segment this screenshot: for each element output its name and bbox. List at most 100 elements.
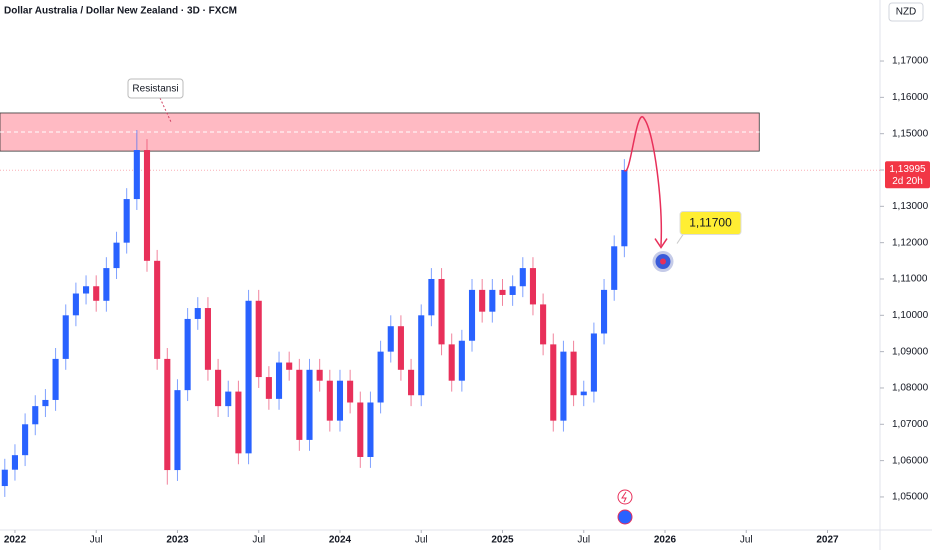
y-tick-label: 1,05000 [892, 492, 929, 503]
candle-body [113, 242, 120, 269]
candle-body [560, 351, 567, 421]
y-tick-label: 1,10000 [892, 310, 929, 321]
candle-body [590, 333, 597, 392]
candle-body [143, 150, 151, 261]
x-tick-label: 2027 [816, 535, 839, 546]
candle-body [296, 369, 303, 440]
plot: Resistansi 1,11700 [0, 78, 880, 497]
candle-body [336, 380, 344, 421]
x-tick-label: Jul [577, 535, 590, 546]
candle-body [133, 150, 140, 200]
y-tick-label: 1,06000 [892, 455, 929, 466]
candle-body [72, 293, 79, 316]
candle-body [275, 362, 283, 399]
candle-body [265, 377, 272, 399]
candle-body [387, 326, 394, 352]
chart-title: Dollar Australia / Dollar New Zealand · … [4, 6, 237, 17]
target-center [660, 258, 666, 265]
candle-body [22, 424, 29, 456]
x-tick-label: 2022 [4, 535, 27, 546]
y-tick-label: 1,09000 [892, 346, 929, 357]
annotation-box [127, 78, 184, 99]
price-tag-countdown: 2d 20h [892, 176, 923, 187]
candle-body [316, 369, 323, 381]
candle-body [286, 362, 293, 370]
y-tick-label: 1,16000 [892, 92, 929, 103]
candle-body [611, 246, 618, 290]
x-tick-label: 2026 [654, 535, 677, 546]
candle-body [468, 289, 476, 341]
candle-body [83, 286, 90, 294]
candle-body [326, 380, 333, 421]
annotation-label: Resistansi [132, 84, 178, 95]
candle-body [62, 315, 69, 359]
candle-body [154, 260, 161, 359]
y-tick-label: 1,13000 [892, 201, 929, 212]
candle-body [428, 278, 435, 316]
candle-body [529, 268, 537, 305]
x-tick-label: Jul [252, 535, 265, 546]
candle-body [397, 326, 404, 370]
candle-body [306, 369, 313, 440]
candle-body [367, 402, 374, 457]
candle-body [489, 289, 496, 312]
y-tick-label: 1,12000 [892, 237, 929, 248]
candle-body [184, 318, 191, 391]
candle-body [347, 380, 354, 403]
candle-body [32, 406, 39, 425]
candle-body [601, 289, 608, 334]
y-tick-label: 1,08000 [892, 383, 929, 394]
projection-arrow [623, 116, 663, 246]
candle-body [540, 304, 547, 345]
candle-body [621, 170, 628, 247]
candle-body [418, 315, 425, 396]
candle-body [458, 340, 465, 381]
y-tick-label: 1,07000 [892, 419, 929, 430]
candle-body [204, 308, 211, 370]
candle-body [164, 358, 171, 471]
price-tag [885, 161, 930, 189]
candle-body [509, 286, 516, 295]
x-tick-label: Jul [90, 535, 103, 546]
y-tick-label: 1,11000 [892, 274, 928, 285]
candle-body [519, 268, 526, 287]
candle-body [93, 286, 100, 301]
axes: 1,05000 1,06000 1,07000 1,08000 1,09000 1,100… [4, 56, 930, 546]
y-tick-label: 1,15000 [892, 128, 929, 139]
event-icon[interactable] [617, 489, 633, 505]
candle-body [42, 399, 49, 407]
currency-box[interactable] [888, 2, 924, 22]
candle-body [580, 391, 587, 396]
x-tick-label: Jul [415, 535, 428, 546]
currency-label[interactable]: NZD [896, 7, 917, 18]
candle-body [235, 391, 242, 454]
x-tick-label: 2025 [491, 535, 514, 546]
x-tick-label: 2023 [166, 535, 189, 546]
target-label: 1,11700 [689, 216, 732, 230]
candle-body [11, 455, 18, 470]
candle-body [215, 369, 222, 407]
arrow-head [654, 238, 668, 249]
x-tick-label: Jul [740, 535, 753, 546]
candle-body [103, 268, 110, 301]
x-tick-label: 2024 [329, 535, 352, 546]
flag-icon[interactable] [617, 509, 633, 525]
annotation-leader [159, 97, 172, 123]
candle-body [448, 344, 455, 381]
candle-body [225, 391, 232, 407]
target-box [679, 211, 742, 236]
candle-body [377, 351, 384, 403]
candle-body [194, 308, 201, 319]
candle-body [255, 300, 262, 378]
candle-body [408, 369, 415, 396]
candle-body [550, 344, 557, 421]
y-tick-label: 1,17000 [892, 56, 929, 67]
candle-body [357, 402, 364, 457]
candle-body [174, 390, 181, 471]
candle-body [438, 278, 445, 345]
price-tag-value: 1,13995 [889, 164, 926, 175]
candle-body [52, 358, 59, 400]
candle-body [499, 289, 506, 295]
candle-body [570, 351, 577, 396]
